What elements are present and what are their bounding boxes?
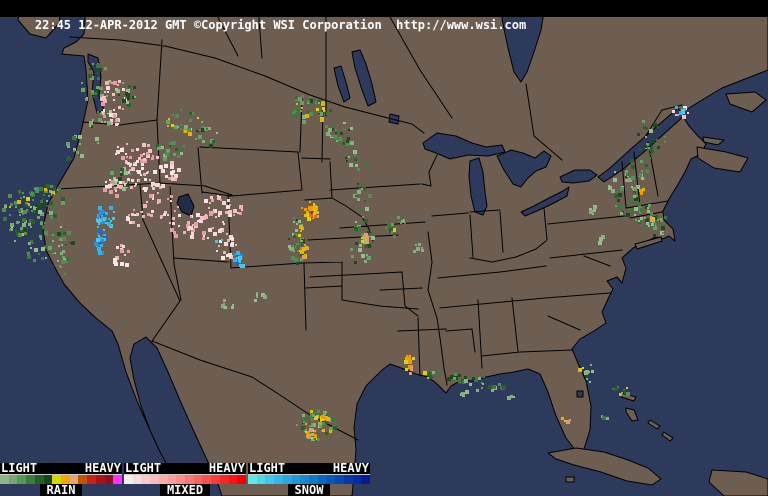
rain-intensity-header: LIGHT HEAVY bbox=[0, 461, 122, 475]
precipitation-legend: LIGHT HEAVY RAIN LIGHT HEAVY MIXED LIGHT… bbox=[0, 461, 371, 496]
lake-superior bbox=[422, 132, 506, 160]
snow-heavy-label: HEAVY bbox=[332, 461, 369, 475]
legend-color-cell bbox=[202, 475, 212, 484]
prince-edward-island bbox=[702, 136, 725, 146]
nova-scotia bbox=[696, 146, 749, 173]
legend-scale-mixed: LIGHT HEAVY MIXED bbox=[124, 461, 247, 496]
legend-color-cell bbox=[8, 475, 18, 484]
legend-color-cell bbox=[124, 475, 133, 484]
lake-erie bbox=[520, 186, 570, 217]
legend-color-cell bbox=[326, 475, 336, 484]
isle-of-youth bbox=[565, 476, 575, 483]
mixed-heavy-label: HEAVY bbox=[208, 461, 245, 475]
lake-ontario bbox=[559, 169, 598, 184]
legend-color-cell bbox=[113, 475, 123, 484]
legend-color-cell bbox=[211, 475, 220, 484]
titlebar-text: 22:45 12-APR-2012 GMT ©Copyright WSI Cor… bbox=[34, 18, 527, 32]
titlebar: 22:45 12-APR-2012 GMT ©Copyright WSI Cor… bbox=[0, 0, 768, 32]
hispaniola bbox=[708, 469, 768, 496]
legend-color-cell bbox=[352, 475, 362, 484]
lake-winnipeg bbox=[351, 49, 377, 107]
legend-color-cell bbox=[335, 475, 344, 484]
legend-color-cell bbox=[265, 475, 275, 484]
legend-color-cell bbox=[228, 475, 238, 484]
lake-okeechobee bbox=[576, 390, 584, 398]
legend-color-cell bbox=[43, 475, 53, 484]
legend-color-cell bbox=[237, 475, 247, 484]
lake-huron bbox=[496, 149, 552, 188]
long-island bbox=[634, 236, 663, 250]
legend-color-cell bbox=[150, 475, 159, 484]
lake-manitoba bbox=[333, 65, 351, 103]
legend-color-cell bbox=[282, 475, 292, 484]
legend-color-cell bbox=[87, 475, 96, 484]
legend-color-cell bbox=[34, 475, 44, 484]
legend-color-cell bbox=[256, 475, 266, 484]
legend-color-cell bbox=[52, 475, 62, 484]
snow-label: SNOW bbox=[287, 484, 331, 496]
legend-color-cell bbox=[193, 475, 203, 484]
legend-color-cell bbox=[219, 475, 229, 484]
legend-color-cell bbox=[167, 475, 177, 484]
legend-color-cell bbox=[274, 475, 283, 484]
legend-color-cell bbox=[176, 475, 186, 484]
legend-color-cell bbox=[158, 475, 168, 484]
legend-color-cell bbox=[185, 475, 194, 484]
legend-color-cell bbox=[17, 475, 27, 484]
snow-color-ramp bbox=[248, 474, 371, 484]
legend-scale-snow: LIGHT HEAVY SNOW bbox=[248, 461, 371, 496]
st-lawrence-river bbox=[597, 107, 685, 183]
legend-color-cell bbox=[61, 475, 70, 484]
rain-color-ramp bbox=[0, 474, 123, 484]
mixed-label: MIXED bbox=[159, 484, 211, 496]
legend-scale-rain: LIGHT HEAVY RAIN bbox=[0, 461, 123, 496]
rain-label: RAIN bbox=[39, 484, 83, 496]
legend-color-cell bbox=[361, 475, 371, 484]
legend-color-cell bbox=[69, 475, 79, 484]
legend-color-cell bbox=[95, 475, 105, 484]
cuba bbox=[547, 447, 662, 486]
radar-echo-layer bbox=[2, 63, 689, 441]
legend-color-cell bbox=[104, 475, 114, 484]
snow-light-label: LIGHT bbox=[249, 461, 286, 475]
mixed-color-ramp bbox=[124, 474, 247, 484]
newfoundland-island bbox=[725, 91, 767, 113]
rain-light-label: LIGHT bbox=[1, 461, 38, 475]
mixed-intensity-header: LIGHT HEAVY bbox=[124, 461, 246, 475]
state-and-country-borders bbox=[57, 5, 683, 441]
legend-color-cell bbox=[0, 475, 9, 484]
legend-color-cell bbox=[291, 475, 301, 484]
legend-color-cell bbox=[317, 475, 327, 484]
legend-color-cell bbox=[343, 475, 353, 484]
legend-color-cell bbox=[78, 475, 88, 484]
legend-color-cell bbox=[26, 475, 35, 484]
snow-intensity-header: LIGHT HEAVY bbox=[248, 461, 370, 475]
bahamas-islands bbox=[620, 392, 674, 442]
legend-color-cell bbox=[300, 475, 310, 484]
legend-color-cell bbox=[248, 475, 257, 484]
legend-color-cell bbox=[309, 475, 318, 484]
rain-heavy-label: HEAVY bbox=[84, 461, 121, 475]
legend-color-cell bbox=[132, 475, 142, 484]
mixed-light-label: LIGHT bbox=[125, 461, 162, 475]
legend-color-cell bbox=[141, 475, 151, 484]
